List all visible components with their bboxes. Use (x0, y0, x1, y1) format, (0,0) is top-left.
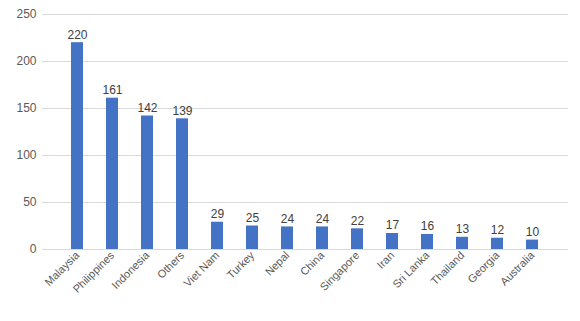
svg-text:150: 150 (16, 101, 36, 115)
svg-text:22: 22 (351, 214, 365, 228)
svg-text:Viet Nam: Viet Nam (181, 249, 221, 289)
svg-text:Australia: Australia (498, 248, 537, 287)
svg-text:100: 100 (16, 148, 36, 162)
svg-text:Iran: Iran (375, 249, 397, 271)
svg-text:Thailand: Thailand (428, 249, 466, 287)
svg-text:10: 10 (526, 225, 540, 239)
svg-text:Malaysia: Malaysia (42, 248, 82, 289)
svg-text:24: 24 (281, 212, 295, 226)
svg-text:13: 13 (456, 222, 470, 236)
svg-text:Nepal: Nepal (263, 249, 292, 278)
svg-text:50: 50 (23, 195, 37, 209)
svg-text:Sri Lanka: Sri Lanka (390, 248, 432, 290)
svg-text:Philippines: Philippines (70, 249, 116, 295)
svg-text:200: 200 (16, 54, 36, 68)
svg-text:Others: Others (155, 249, 187, 281)
svg-text:25: 25 (246, 211, 260, 225)
svg-text:China: China (298, 248, 327, 277)
svg-text:220: 220 (67, 28, 87, 42)
svg-text:139: 139 (172, 104, 192, 118)
svg-text:Indonesia: Indonesia (109, 248, 152, 291)
svg-text:0: 0 (30, 242, 37, 256)
svg-text:Georgia: Georgia (465, 248, 502, 285)
svg-text:250: 250 (16, 7, 36, 21)
svg-text:29: 29 (211, 207, 225, 221)
svg-text:Singapore: Singapore (317, 249, 361, 293)
svg-text:142: 142 (137, 101, 157, 115)
svg-text:161: 161 (102, 83, 122, 97)
svg-text:24: 24 (316, 212, 330, 226)
svg-text:17: 17 (386, 218, 400, 232)
svg-text:12: 12 (491, 223, 505, 237)
svg-text:Turkey: Turkey (224, 249, 256, 281)
svg-text:16: 16 (421, 219, 435, 233)
